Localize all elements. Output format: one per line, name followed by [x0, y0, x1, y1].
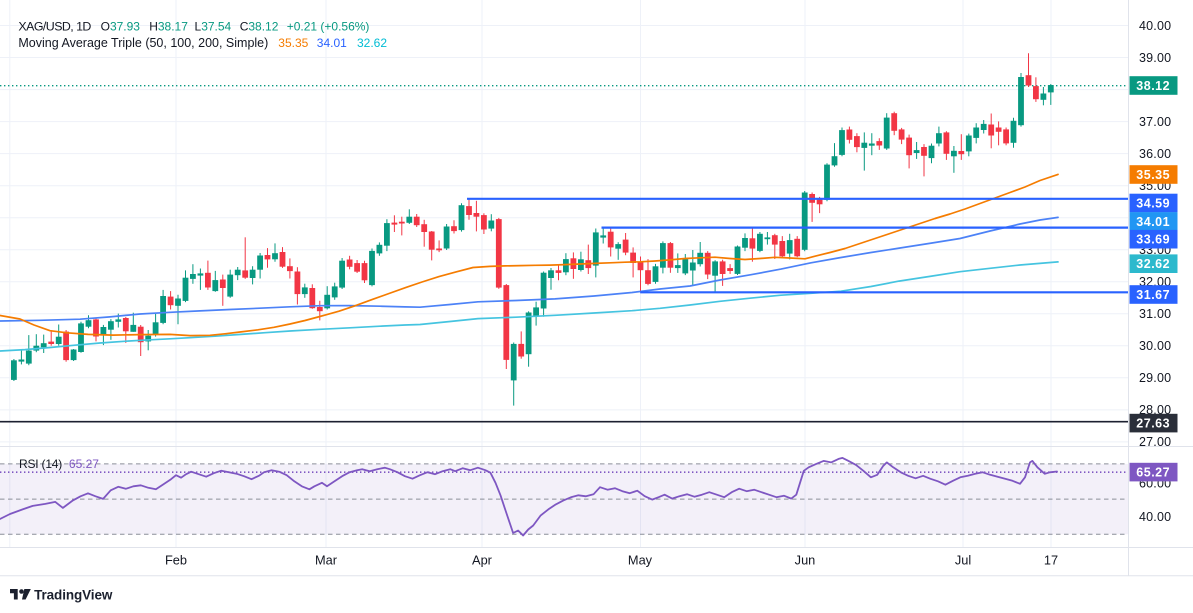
- svg-text:35.35: 35.35: [278, 36, 308, 50]
- svg-text:32.62: 32.62: [1136, 257, 1170, 271]
- svg-text:65.27: 65.27: [69, 457, 99, 471]
- svg-text:17: 17: [1044, 553, 1058, 568]
- svg-text:C38.12: C38.12: [240, 19, 279, 33]
- svg-text:27.00: 27.00: [1139, 435, 1171, 449]
- svg-text:37.00: 37.00: [1139, 115, 1171, 129]
- svg-text:29.00: 29.00: [1139, 371, 1171, 385]
- svg-text:27.63: 27.63: [1136, 417, 1170, 431]
- svg-text:TradingView: TradingView: [34, 587, 113, 602]
- svg-text:33.69: 33.69: [1136, 233, 1170, 247]
- svg-text:31.00: 31.00: [1139, 307, 1171, 321]
- svg-text:XAG/USD, 1D: XAG/USD, 1D: [18, 19, 91, 33]
- svg-text:34.01: 34.01: [317, 36, 347, 50]
- svg-text:28.00: 28.00: [1139, 403, 1171, 417]
- svg-text:Feb: Feb: [165, 553, 187, 568]
- svg-text:30.00: 30.00: [1139, 339, 1171, 353]
- svg-text:40.00: 40.00: [1139, 510, 1171, 524]
- svg-text:L37.54: L37.54: [195, 19, 232, 33]
- svg-text:38.12: 38.12: [1136, 79, 1170, 93]
- svg-text:39.00: 39.00: [1139, 51, 1171, 65]
- svg-text:32.62: 32.62: [357, 36, 387, 50]
- svg-text:Apr: Apr: [472, 553, 493, 568]
- svg-text:65.27: 65.27: [1136, 466, 1170, 480]
- svg-text:Jul: Jul: [955, 553, 971, 568]
- svg-text:H38.17: H38.17: [149, 19, 188, 33]
- svg-text:40.00: 40.00: [1139, 19, 1171, 33]
- svg-text:Jun: Jun: [795, 553, 816, 568]
- svg-text:Moving Average Triple (50, 100: Moving Average Triple (50, 100, 200, Sim…: [18, 36, 268, 50]
- svg-text:O37.93: O37.93: [101, 19, 141, 33]
- svg-text:34.01: 34.01: [1136, 215, 1170, 229]
- svg-text:35.35: 35.35: [1136, 168, 1170, 182]
- svg-text:May: May: [628, 553, 653, 568]
- svg-text:34.59: 34.59: [1136, 196, 1170, 210]
- svg-text:36.00: 36.00: [1139, 147, 1171, 161]
- svg-text:31.67: 31.67: [1136, 288, 1170, 302]
- svg-text:Mar: Mar: [315, 553, 338, 568]
- svg-text:RSI (14): RSI (14): [19, 457, 62, 471]
- svg-text:+0.21 (+0.56%): +0.21 (+0.56%): [287, 19, 370, 33]
